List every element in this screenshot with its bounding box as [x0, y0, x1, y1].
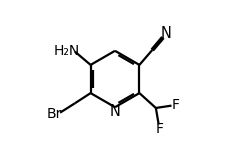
- Text: N: N: [109, 104, 120, 119]
- Text: H₂N: H₂N: [53, 44, 79, 58]
- Text: Br: Br: [46, 107, 62, 121]
- Text: F: F: [171, 98, 179, 112]
- Text: N: N: [160, 26, 171, 41]
- Text: F: F: [155, 122, 162, 136]
